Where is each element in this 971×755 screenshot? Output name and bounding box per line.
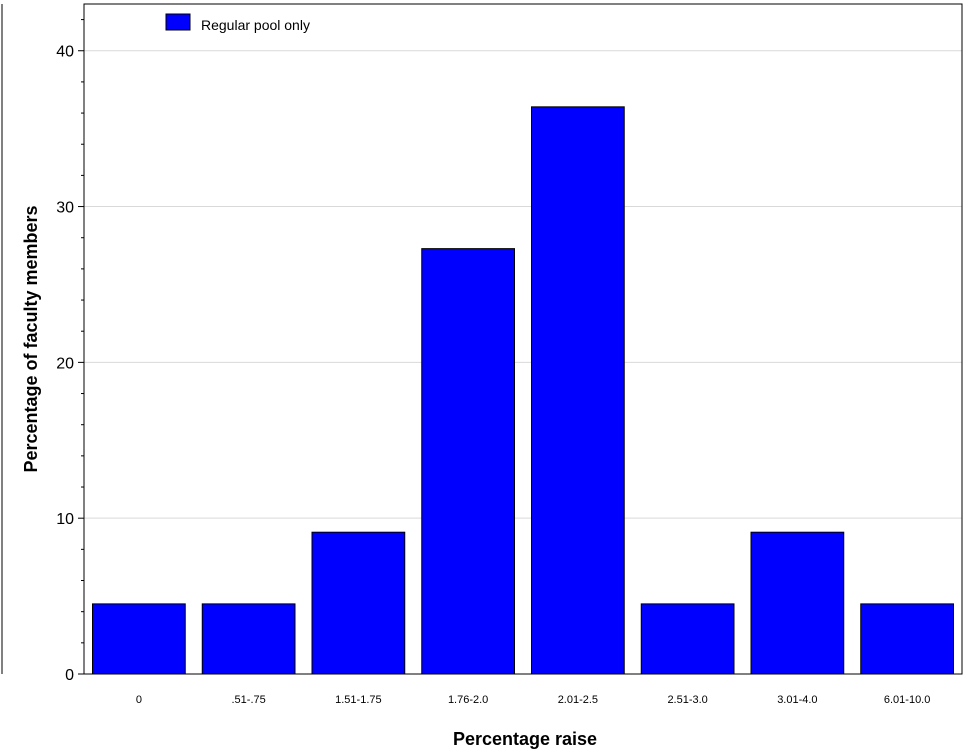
x-tick-label: 2.01-2.5	[558, 694, 598, 706]
legend: Regular pool only	[165, 13, 310, 33]
x-tick-label: 0	[136, 694, 142, 706]
bar-6.01-10.0	[860, 603, 954, 675]
bar-0	[92, 603, 186, 675]
legend-swatch	[165, 13, 191, 31]
y-tick-label: 0	[65, 667, 74, 684]
x-tick-label: .51-.75	[232, 694, 266, 706]
x-axis-tick-labels: 0 .51-.75 1.51-1.75 1.76-2.0 2.01-2.5 2.51-3.…	[136, 694, 931, 706]
x-tick-label: 1.76-2.0	[448, 694, 488, 706]
bar-1.76-2.0	[421, 248, 515, 675]
x-tick-label: 1.51-1.75	[335, 694, 381, 706]
x-tick-label: 3.01-4.0	[777, 694, 817, 706]
bars	[92, 106, 954, 675]
y-axis-ticks: 0 10 20 30 40	[56, 19, 84, 684]
bar-2.51-3.0	[640, 603, 735, 675]
x-tick-label: 2.51-3.0	[667, 694, 707, 706]
y-axis-title: Percentage of faculty members	[21, 205, 41, 472]
x-tick-label: 6.01-10.0	[884, 694, 930, 706]
plot-frame	[83, 3, 963, 675]
bar-2.01-2.5	[531, 106, 625, 675]
y-tick-label: 40	[56, 44, 74, 61]
bar-1.51-1.75	[311, 531, 406, 675]
y-tick-label: 20	[56, 355, 74, 372]
legend-label: Regular pool only	[201, 17, 310, 33]
gridlines	[84, 50, 962, 519]
y-tick-label: 10	[56, 511, 74, 528]
y-tick-label: 30	[56, 200, 74, 217]
bar-.51-.75	[201, 603, 296, 675]
x-axis-title: Percentage raise	[453, 729, 597, 749]
bar-3.01-4.0	[750, 531, 845, 675]
